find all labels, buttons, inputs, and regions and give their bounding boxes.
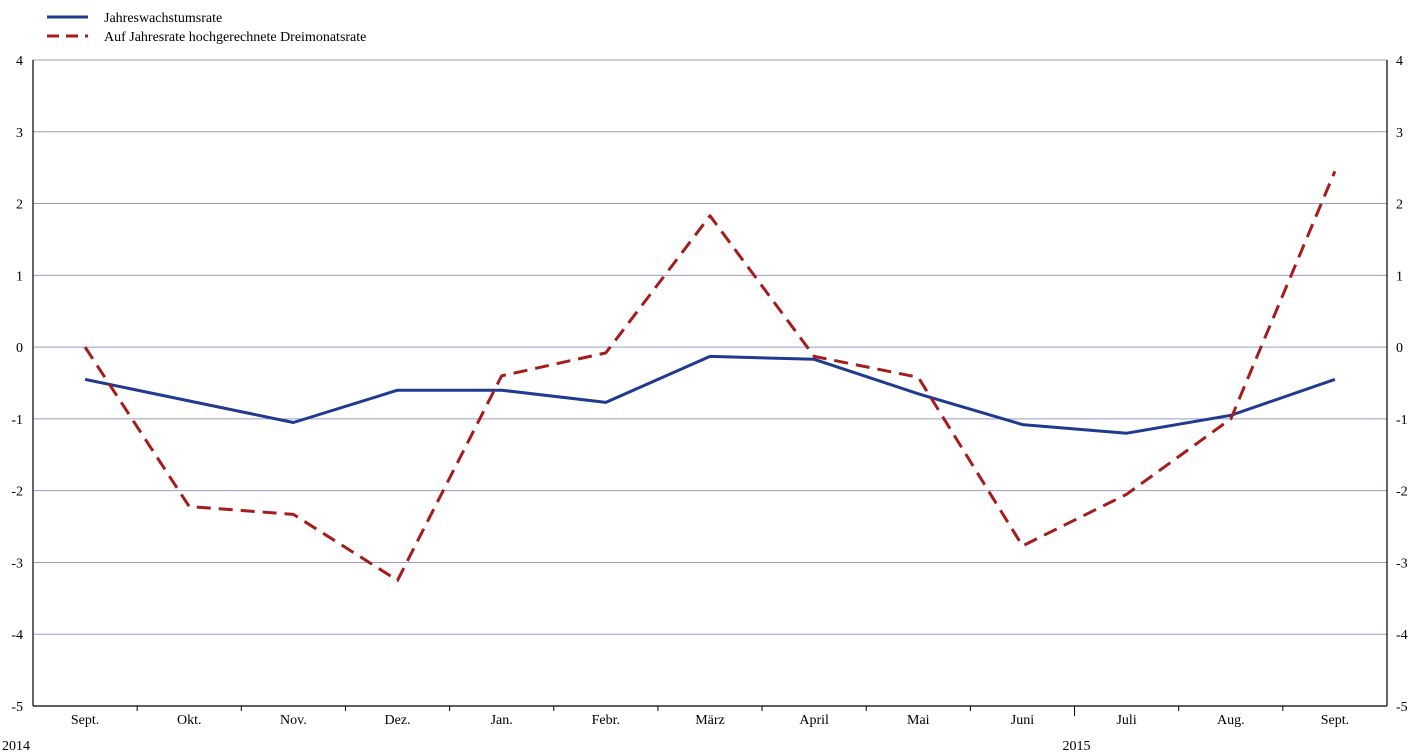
y-tick-label-left: 4 xyxy=(16,54,23,69)
year-label: 2015 xyxy=(1063,739,1091,751)
x-tick-label: Dez. xyxy=(385,713,411,728)
x-tick-label: Jan. xyxy=(491,713,513,728)
y-tick-label-left: -3 xyxy=(11,556,23,571)
legend-label-1: Jahreswachstumsrate xyxy=(104,11,222,26)
legend-label-2: Auf Jahresrate hochgerechnete Dreimonats… xyxy=(104,30,366,45)
series-layer xyxy=(83,170,1337,582)
y-tick-label-right: -5 xyxy=(1396,700,1408,715)
series-line-2 xyxy=(83,170,1337,582)
x-tick-label: Juni xyxy=(1011,713,1034,728)
y-tick-label-left: -1 xyxy=(11,413,23,428)
y-tick-label-right: -4 xyxy=(1396,628,1408,643)
x-tick-label: Okt. xyxy=(177,713,202,728)
y-tick-label-left: 1 xyxy=(16,269,23,284)
y-tick-label-right: 1 xyxy=(1396,269,1403,284)
x-tick-label: Sept. xyxy=(1321,713,1349,728)
y-tick-label-right: 3 xyxy=(1396,126,1403,141)
series-line-1 xyxy=(84,354,1336,435)
y-tick-label-right: 4 xyxy=(1396,54,1403,69)
y-tick-label-right: -3 xyxy=(1396,556,1408,571)
y-tick-label-right: 2 xyxy=(1396,198,1403,213)
legend: Jahreswachstumsrate Auf Jahresrate hochge… xyxy=(47,11,366,45)
x-tick-label: Febr. xyxy=(592,713,620,728)
x-tick-label: Nov. xyxy=(280,713,307,728)
y-tick-label-left: 0 xyxy=(16,341,23,356)
y-tick-label-left: -4 xyxy=(11,628,23,643)
year-label: 2014 xyxy=(2,739,30,751)
x-tick-label: Mai xyxy=(907,713,930,728)
x-tick-label: März xyxy=(695,713,725,728)
y-tick-label-right: 0 xyxy=(1396,341,1403,356)
x-tick-label: April xyxy=(799,713,829,728)
y-tick-label-left: -5 xyxy=(11,700,23,715)
y-tick-label-left: 2 xyxy=(16,198,23,213)
y-tick-label-right: -2 xyxy=(1396,485,1408,500)
y-tick-label-right: -1 xyxy=(1396,413,1408,428)
y-tick-label-left: 3 xyxy=(16,126,23,141)
axis-layer: 4 4 3 3 2 2 1 1 0 0 -1 -1 -2 -2 -3 -3 -4 -4 -5 -5 Sept. Okt. N… xyxy=(2,54,1408,754)
x-tick-label: Aug. xyxy=(1217,713,1245,728)
x-tick-label: Sept. xyxy=(71,713,99,728)
grid-layer xyxy=(33,59,1387,707)
x-tick-label: Juli xyxy=(1116,713,1136,728)
y-tick-label-left: -2 xyxy=(11,485,23,500)
